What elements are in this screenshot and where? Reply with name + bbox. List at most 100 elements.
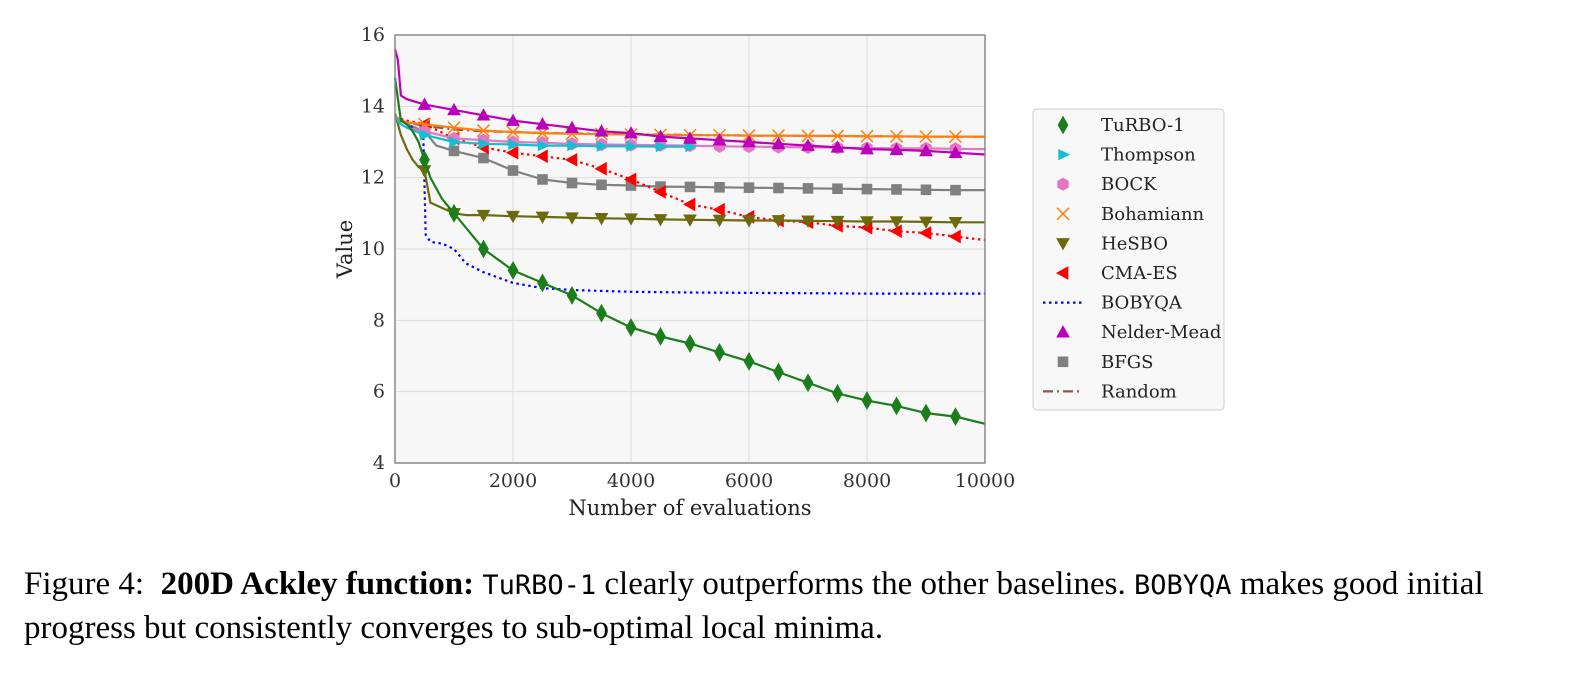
series-marker bbox=[505, 145, 519, 160]
series-marker bbox=[624, 126, 638, 139]
caption-method-bobyqa: BOBYQA bbox=[1134, 570, 1232, 601]
series-marker bbox=[860, 142, 874, 155]
legend-swatch bbox=[1056, 238, 1070, 251]
series-marker bbox=[449, 136, 462, 148]
series-marker bbox=[771, 215, 786, 228]
series-marker bbox=[861, 391, 873, 410]
series-marker bbox=[830, 215, 845, 229]
series-marker bbox=[889, 129, 904, 143]
series-marker bbox=[535, 149, 548, 164]
legend-label: BOBYQA bbox=[1101, 293, 1183, 314]
series-marker bbox=[889, 142, 904, 156]
legend-label: BFGS bbox=[1101, 352, 1153, 373]
legend-swatch bbox=[1056, 325, 1070, 338]
series-marker bbox=[625, 318, 637, 337]
series-marker bbox=[889, 216, 904, 229]
series-marker bbox=[626, 140, 639, 152]
series-marker bbox=[861, 183, 873, 195]
legend-label: TuRBO-1 bbox=[1101, 115, 1185, 136]
series-hesbo bbox=[393, 113, 985, 230]
series-marker bbox=[594, 124, 609, 137]
legend-swatch bbox=[1057, 177, 1069, 191]
series-marker bbox=[712, 133, 727, 146]
series-marker bbox=[801, 138, 815, 151]
series-marker bbox=[448, 203, 460, 223]
y-axis-label: Value bbox=[333, 220, 357, 279]
series-marker bbox=[565, 120, 579, 134]
series-marker bbox=[891, 184, 902, 195]
series-marker bbox=[742, 215, 756, 228]
series-marker bbox=[685, 141, 698, 153]
legend-swatch bbox=[1058, 149, 1071, 161]
series-marker bbox=[596, 179, 607, 191]
legend-label: Thompson bbox=[1101, 145, 1196, 166]
series-marker bbox=[830, 140, 845, 153]
series-marker bbox=[948, 130, 963, 144]
series-marker bbox=[594, 161, 607, 176]
series-marker bbox=[624, 213, 638, 226]
legend: TuRBO-1 Thompson BOCK Bohamiann HeSBO CMA-ES B… bbox=[1032, 108, 1225, 411]
series-marker bbox=[566, 177, 578, 189]
series-marker bbox=[771, 129, 786, 143]
series-marker bbox=[565, 212, 579, 225]
series-marker bbox=[802, 373, 814, 393]
series-marker bbox=[771, 136, 786, 150]
caption-figure-label: Figure 4: bbox=[24, 566, 145, 602]
series-marker bbox=[507, 260, 519, 280]
caption-bold-title: 200D Ackley function: bbox=[160, 566, 475, 602]
plot-frame bbox=[394, 34, 986, 464]
series-marker bbox=[801, 129, 815, 143]
series-marker bbox=[684, 334, 696, 353]
legend-entry: Thompson bbox=[1058, 145, 1196, 166]
y-tick-label: 12 bbox=[361, 167, 385, 189]
y-tick-label: 6 bbox=[373, 381, 385, 403]
series-marker bbox=[860, 129, 874, 143]
series-marker bbox=[594, 213, 609, 226]
legend-label: Nelder-Mead bbox=[1101, 322, 1221, 343]
series-turbo-1 bbox=[393, 77, 986, 427]
series-marker bbox=[801, 215, 815, 228]
series-marker bbox=[476, 124, 491, 138]
x-tick-label: 10000 bbox=[955, 470, 1015, 492]
series-marker bbox=[802, 183, 814, 194]
y-tick-label: 8 bbox=[373, 309, 385, 331]
series-marker bbox=[506, 113, 520, 126]
legend-swatch bbox=[1057, 115, 1069, 135]
x-tick-label: 4000 bbox=[607, 470, 655, 492]
series-marker bbox=[682, 197, 696, 212]
ticks: 0 2000 4000 6000 8000 10000 4 6 8 10 12 14 16 bbox=[361, 24, 1015, 492]
series-marker bbox=[476, 209, 491, 223]
series-marker bbox=[653, 129, 668, 142]
series-marker bbox=[655, 326, 666, 346]
legend-entry: HeSBO bbox=[1056, 233, 1168, 254]
series-marker bbox=[596, 303, 607, 323]
series-marker bbox=[537, 273, 548, 293]
series-marker bbox=[860, 216, 874, 229]
x-tick-label: 0 bbox=[389, 470, 401, 492]
series-bobyqa bbox=[394, 116, 985, 295]
series-bfgs bbox=[394, 116, 985, 196]
legend-label: Random bbox=[1101, 381, 1177, 402]
series-marker bbox=[918, 226, 932, 240]
series-marker bbox=[919, 130, 933, 144]
series-marker bbox=[507, 165, 519, 176]
x-axis-label: Number of evaluations bbox=[568, 496, 811, 520]
series-thompson bbox=[394, 116, 698, 153]
series-marker bbox=[684, 181, 696, 193]
series-marker bbox=[478, 138, 491, 150]
x-tick-label: 8000 bbox=[843, 470, 891, 492]
series-marker bbox=[566, 285, 578, 305]
series-marker bbox=[742, 134, 756, 148]
legend-entry: BFGS bbox=[1057, 352, 1153, 373]
series-marker bbox=[948, 216, 963, 230]
series-marker bbox=[623, 172, 637, 187]
series-marker bbox=[535, 117, 550, 130]
series-layer bbox=[393, 49, 986, 427]
legend-entry: BOBYQA bbox=[1043, 293, 1183, 314]
series-marker bbox=[596, 140, 609, 152]
legend-entry: TuRBO-1 bbox=[1057, 115, 1185, 136]
series-marker bbox=[535, 211, 550, 224]
series-marker bbox=[773, 362, 784, 382]
x-tick-label: 2000 bbox=[489, 470, 537, 492]
legend-label: BOCK bbox=[1101, 174, 1157, 195]
